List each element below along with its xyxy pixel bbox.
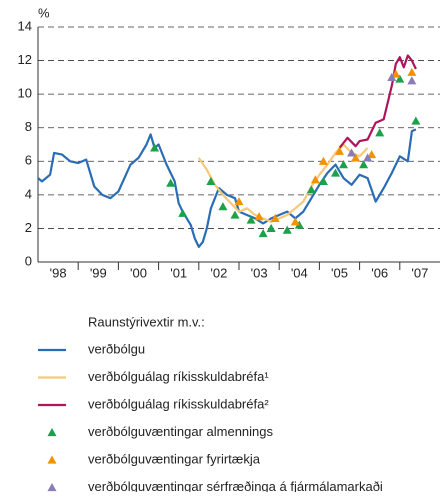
legend-label: verðbólguálag ríkisskuldabréfa¹	[88, 369, 269, 384]
y-tick-label: 0	[25, 253, 32, 268]
marker	[206, 176, 216, 186]
marker	[166, 178, 176, 187]
series-line	[37, 128, 417, 248]
y-tick-label: 12	[18, 52, 32, 67]
marker	[282, 225, 292, 234]
marker	[270, 213, 280, 222]
marker	[290, 217, 300, 226]
x-tick-label: '07	[411, 265, 428, 280]
marker	[150, 143, 160, 152]
marker	[318, 176, 328, 186]
legend-swatch	[47, 428, 57, 437]
marker	[335, 146, 344, 155]
marker	[359, 160, 369, 169]
marker	[375, 128, 385, 137]
marker	[258, 228, 268, 238]
legend-label: verðbólgu	[88, 341, 145, 356]
legend-label: verðbólguvæntingar fyrirtækja	[88, 451, 261, 466]
legend-swatch	[47, 455, 57, 464]
marker	[411, 116, 421, 125]
marker	[218, 202, 228, 211]
marker	[367, 150, 377, 159]
x-tick-label: '98	[50, 265, 67, 280]
marker	[391, 69, 401, 78]
marker	[234, 197, 244, 206]
legend-swatch	[47, 483, 57, 492]
y-unit: %	[38, 5, 50, 20]
legend-label: verðbólguálag ríkisskuldabréfa²	[88, 396, 269, 411]
y-tick-label: 10	[18, 86, 32, 101]
marker	[395, 74, 405, 83]
x-tick-label: '01	[170, 265, 187, 280]
x-tick-label: '05	[331, 265, 348, 280]
marker	[230, 210, 240, 219]
marker	[318, 156, 328, 165]
marker	[178, 208, 188, 217]
marker	[387, 72, 397, 81]
legend-title: Raunstýrivextir m.v.:	[88, 314, 205, 329]
marker	[407, 67, 417, 76]
x-tick-label: '02	[210, 265, 227, 280]
series-line	[338, 54, 417, 149]
marker	[330, 168, 340, 177]
marker	[351, 153, 361, 162]
y-tick-label: 14	[18, 18, 32, 33]
marker	[339, 160, 349, 169]
x-tick-label: '99	[90, 265, 107, 280]
marker	[347, 148, 357, 157]
marker	[254, 212, 264, 221]
marker	[246, 215, 256, 224]
marker	[310, 175, 320, 184]
marker	[306, 185, 316, 194]
x-tick-label: '03	[251, 265, 268, 280]
marker	[407, 76, 417, 85]
y-tick-label: 4	[25, 186, 32, 201]
marker	[363, 153, 373, 162]
y-tick-label: 2	[25, 220, 32, 235]
legend-label: verðbólguvæntingar sérfræðinga á fjármál…	[88, 479, 383, 492]
legend-label: verðbólguvæntingar almennings	[88, 424, 274, 439]
y-tick-label: 6	[25, 153, 32, 168]
x-tick-label: '06	[371, 265, 388, 280]
marker	[266, 223, 276, 233]
x-tick-label: '00	[130, 265, 147, 280]
y-tick-label: 8	[25, 119, 32, 134]
x-tick-label: '04	[291, 265, 308, 280]
